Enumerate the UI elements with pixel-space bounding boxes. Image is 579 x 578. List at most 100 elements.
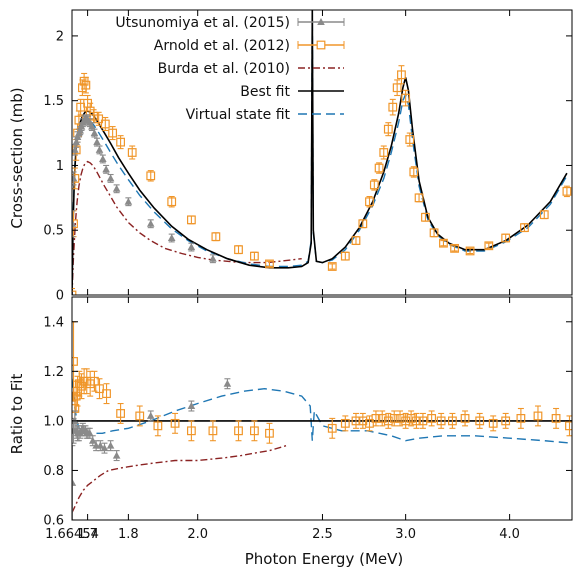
bottom-utsunomiya-et-al-2015-marker [223, 379, 232, 387]
top-arnold-et-al-2012-point [265, 259, 274, 269]
bottom-arnold-et-al-2012-marker [170, 418, 180, 428]
top-arnold-et-al-2012-point [94, 111, 104, 126]
top-arnold-et-al-2012-point [167, 195, 177, 208]
top-arnold-et-al-2012-point [484, 241, 494, 251]
top-arnold-et-al-2012-point [501, 233, 511, 243]
bottom-arnold-et-al-2012-point [460, 410, 470, 427]
top-utsunomiya-et-al-2015-marker [124, 197, 133, 205]
bottom-utsunomiya-et-al-2015-point [223, 378, 232, 390]
x-tick-label: 1.7 [77, 527, 98, 542]
top-arnold-et-al-2012-marker [265, 259, 274, 269]
bottom-arnold-et-al-2012-marker [565, 421, 572, 431]
top-arnold-et-al-2012-point [186, 215, 196, 225]
bottom-virtual-state-fit-line [72, 378, 572, 444]
bottom-arnold-et-al-2012-marker [358, 416, 368, 426]
top-arnold-et-al-2012-point [429, 228, 439, 238]
bottom-utsunomiya-et-al-2015-marker [112, 451, 121, 459]
x-tick-label: 1.66454 [45, 527, 99, 542]
bottom-arnold-et-al-2012-marker [389, 414, 399, 423]
top-arnold-et-al-2012-point [401, 89, 411, 107]
top-utsunomiya-et-al-2015-marker [93, 138, 101, 146]
bottom-arnold-et-al-2012-marker [351, 416, 361, 426]
top-arnold-et-al-2012-marker [429, 228, 439, 238]
bottom-arnold-et-al-2012-point [170, 412, 180, 434]
bottom-y-tick-label: 1.0 [43, 414, 64, 429]
bottom-utsunomiya-et-al-2015-point [187, 400, 196, 412]
top-arnold-et-al-2012-point [340, 251, 350, 261]
top-arnold-et-al-2012-marker [388, 102, 398, 112]
bottom-utsunomiya-et-al-2015-marker [96, 441, 105, 449]
top-arnold-et-al-2012-marker [72, 174, 80, 183]
bottom-utsunomiya-et-al-2015-marker [106, 441, 115, 449]
top-arnold-et-al-2012-point [388, 98, 398, 116]
top-arnold-et-al-2012-point [327, 262, 337, 271]
bottom-y-tick-label: 0.8 [43, 464, 64, 479]
bottom-arnold-et-al-2012-marker [95, 384, 104, 394]
legend-utsunomiya-et-al-2015-swatch-marker [317, 18, 325, 25]
top-arnold-et-al-2012-marker [72, 219, 78, 229]
top-arnold-et-al-2012-marker [450, 243, 459, 253]
top-utsunomiya-et-al-2015-marker [72, 219, 77, 227]
top-arnold-et-al-2012-marker [327, 262, 337, 271]
top-arnold-et-al-2012-marker [465, 246, 475, 256]
ratio-panel [72, 321, 572, 520]
top-utsunomiya-et-al-2015-point [99, 154, 107, 164]
legend-utsunomiya-et-al-2015-label: Utsunomiya et al. (2015) [115, 15, 290, 31]
top-utsunomiya-et-al-2015-point [124, 197, 133, 207]
bottom-arnold-et-al-2012-marker [77, 381, 86, 391]
bottom-arnold-et-al-2012-point [383, 412, 393, 429]
bottom-arnold-et-al-2012-point [208, 420, 218, 442]
top-arnold-et-al-2012-marker [374, 163, 384, 173]
top-arnold-et-al-2012-point [383, 122, 393, 137]
top-arnold-et-al-2012-point [116, 135, 125, 150]
bottom-arnold-et-al-2012-point [427, 410, 437, 427]
bottom-arnold-et-al-2012-point [475, 412, 485, 429]
top-y-tick-label: 2 [56, 29, 64, 44]
top-utsunomiya-et-al-2015-marker [112, 184, 121, 192]
bottom-arnold-et-al-2012-point [401, 412, 411, 429]
top-arnold-et-al-2012-point [127, 145, 137, 160]
bottom-utsunomiya-et-al-2015-marker [88, 436, 97, 444]
top-arnold-et-al-2012-point [465, 246, 475, 256]
x-axis-label: Photon Energy (MeV) [245, 550, 403, 568]
top-utsunomiya-et-al-2015-point [72, 171, 78, 186]
top-arnold-et-al-2012-marker [401, 93, 411, 103]
bottom-plot-area [72, 321, 572, 520]
top-arnold-et-al-2012-point [421, 212, 430, 222]
legend-arnold-et-al-2012-item: Arnold et al. (2012) [154, 38, 345, 54]
bottom-arnold-et-al-2012-point [250, 420, 259, 442]
top-arnold-et-al-2012-marker [81, 80, 91, 90]
top-arnold-et-al-2012-point [392, 79, 402, 97]
bottom-arnold-et-al-2012-point [102, 383, 111, 405]
top-arnold-et-al-2012-marker [379, 148, 389, 157]
top-utsunomiya-et-al-2015-point [187, 242, 196, 252]
top-arnold-et-al-2012-point [146, 170, 156, 182]
legend-arnold-et-al-2012-label: Arnold et al. (2012) [154, 38, 290, 54]
bottom-arnold-et-al-2012-marker [208, 426, 218, 436]
top-burda-et-al-2010-line [72, 160, 302, 295]
bottom-arnold-et-al-2012-marker [340, 418, 350, 428]
bottom-utsunomiya-et-al-2015-marker [146, 411, 155, 419]
top-utsunomiya-et-al-2015-marker [95, 145, 104, 153]
bottom-arnold-et-al-2012-marker [501, 416, 511, 426]
bottom-arnold-et-al-2012-point [389, 410, 399, 427]
top-y-tick-label: 0.5 [43, 224, 64, 239]
bottom-arnold-et-al-2012-point [327, 417, 337, 439]
bottom-arnold-et-al-2012-marker [533, 411, 543, 421]
bottom-arnold-et-al-2012-point [371, 410, 381, 427]
bottom-utsunomiya-et-al-2015-marker [85, 429, 94, 437]
legend-burda-et-al-2010-label: Burda et al. (2010) [158, 61, 290, 77]
bottom-arnold-et-al-2012-marker [475, 416, 485, 426]
top-arnold-et-al-2012-point [450, 243, 459, 253]
top-arnold-et-al-2012-point [234, 245, 243, 255]
bottom-arnold-et-al-2012-point [418, 412, 428, 429]
top-arnold-et-al-2012-marker [409, 167, 419, 177]
y-axis-label-top: Cross-section (mb) [8, 87, 26, 228]
top-utsunomiya-et-al-2015-marker [187, 243, 196, 251]
bottom-arnold-et-al-2012-marker [516, 414, 526, 423]
top-arnold-et-al-2012-point [365, 195, 374, 208]
bottom-arnold-et-al-2012-point [501, 412, 511, 429]
bottom-utsunomiya-et-al-2015-point [146, 410, 155, 422]
legend-arnold-et-al-2012-swatch-marker [316, 40, 326, 50]
top-arnold-et-al-2012-point [72, 287, 77, 295]
